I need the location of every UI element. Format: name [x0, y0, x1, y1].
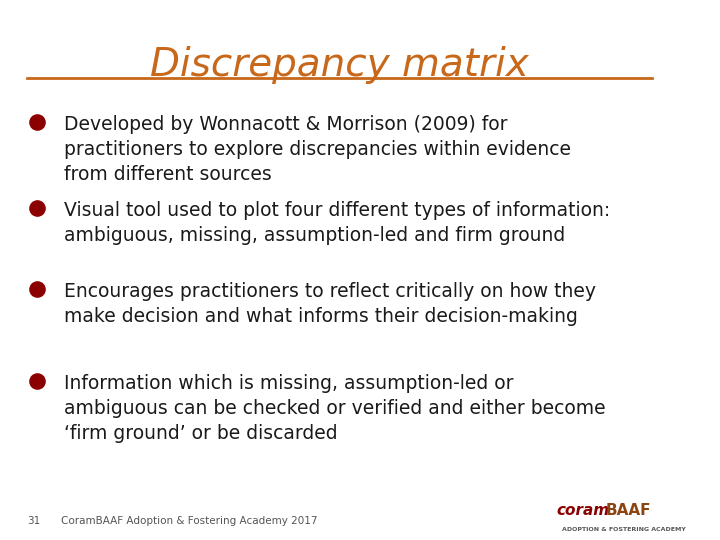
- Text: ADOPTION & FOSTERING ACADEMY: ADOPTION & FOSTERING ACADEMY: [562, 528, 686, 532]
- Text: Developed by Wonnacott & Morrison (2009) for
practitioners to explore discrepanc: Developed by Wonnacott & Morrison (2009)…: [65, 115, 572, 184]
- Text: 31: 31: [27, 516, 40, 526]
- Text: Discrepancy matrix: Discrepancy matrix: [150, 46, 528, 84]
- Point: [32, 204, 43, 212]
- Text: coram: coram: [557, 503, 610, 518]
- Point: [32, 117, 43, 126]
- Text: CoramBAAF Adoption & Fostering Academy 2017: CoramBAAF Adoption & Fostering Academy 2…: [61, 516, 318, 526]
- Text: Encourages practitioners to reflect critically on how they
make decision and wha: Encourages practitioners to reflect crit…: [65, 282, 596, 326]
- Point: [32, 285, 43, 293]
- Point: [32, 376, 43, 385]
- Text: Information which is missing, assumption-led or
ambiguous can be checked or veri: Information which is missing, assumption…: [65, 374, 606, 443]
- Text: BAAF: BAAF: [606, 503, 652, 518]
- Text: Visual tool used to plot four different types of information:
ambiguous, missing: Visual tool used to plot four different …: [65, 201, 611, 245]
